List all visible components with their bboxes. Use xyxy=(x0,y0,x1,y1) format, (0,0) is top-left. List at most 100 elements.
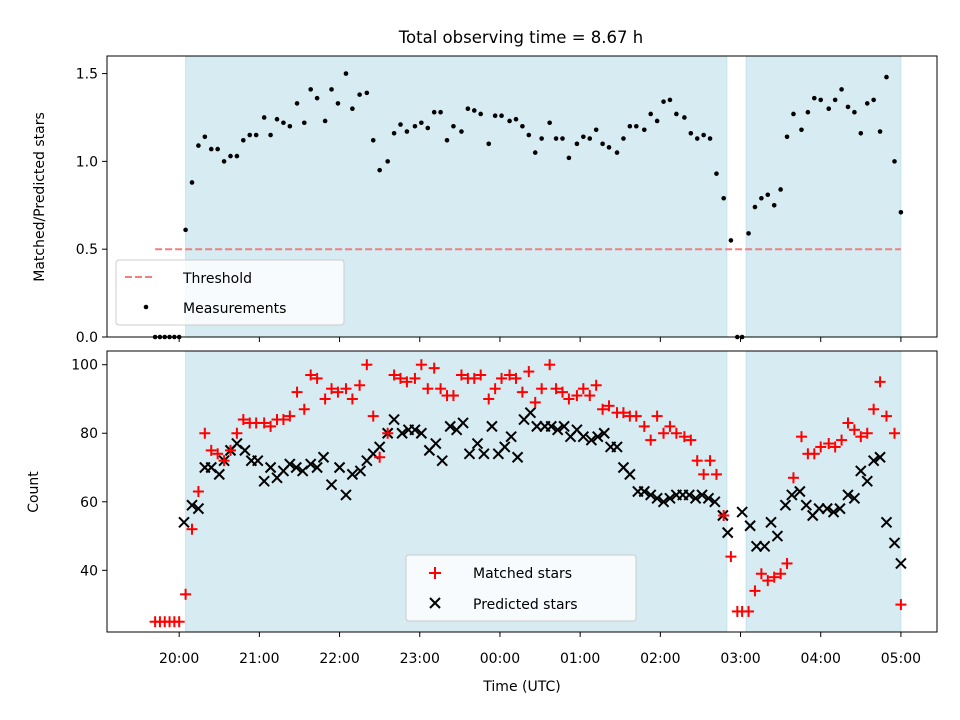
measurement-point xyxy=(486,141,492,147)
x-axis-label: Time (UTC) xyxy=(482,679,560,695)
matched-star-point xyxy=(224,444,236,456)
matched-star-point xyxy=(305,369,317,381)
x-tick-label: 00:00 xyxy=(480,651,520,667)
matched-star-point xyxy=(895,599,907,611)
measurement-point xyxy=(791,111,796,117)
predicted-star-point xyxy=(744,520,756,532)
matched-star-point xyxy=(415,359,427,371)
measurement-point xyxy=(364,90,370,96)
measurement-point xyxy=(746,231,751,236)
predicted-star-point xyxy=(895,557,907,570)
measurement-point xyxy=(398,122,403,127)
predicted-star-point xyxy=(505,430,517,443)
matched-star-point xyxy=(199,427,211,439)
matched-star-point xyxy=(361,359,373,371)
predicted-star-point xyxy=(317,451,330,463)
measurement-point xyxy=(799,127,804,133)
top-panel: 0.0 0.5 1.0 1.5 Matched/Predicted stars Thr… xyxy=(32,55,938,346)
predicted-star-point xyxy=(709,496,721,508)
predicted-star-point xyxy=(558,420,570,433)
measurement-point xyxy=(377,167,382,173)
matched-star-point xyxy=(617,407,629,419)
matched-star-point xyxy=(584,390,596,402)
matched-star-point xyxy=(173,616,185,628)
measurement-point xyxy=(832,97,838,103)
predicted-star-point xyxy=(696,489,708,501)
top-x-axis-ticks xyxy=(178,337,902,342)
measurement-point xyxy=(425,125,431,131)
matched-star-point xyxy=(571,390,583,402)
predicted-star-point xyxy=(346,468,359,481)
measurement-point xyxy=(845,104,851,110)
matched-star-point xyxy=(435,383,447,395)
predicted-star-point xyxy=(592,430,604,443)
measurement-point xyxy=(471,108,477,113)
measurement-point xyxy=(241,138,246,143)
matched-star-point xyxy=(710,468,722,480)
measurement-point xyxy=(221,159,227,164)
measurement-point xyxy=(553,136,559,141)
measurement-point xyxy=(431,109,437,115)
measurement-point xyxy=(294,101,300,106)
measurement-point xyxy=(274,116,280,122)
matched-star-point xyxy=(529,396,541,408)
top-y-tick-label: 0.0 xyxy=(76,330,98,346)
x-tick-label: 04:00 xyxy=(801,651,841,667)
predicted-star-point xyxy=(551,424,564,436)
measurement-point xyxy=(513,116,519,122)
top-legend: Threshold Measurements xyxy=(115,259,345,326)
matched-star-point xyxy=(823,438,835,450)
measurement-point xyxy=(478,111,484,117)
measurement-point xyxy=(247,132,253,138)
matched-star-point xyxy=(483,393,495,405)
measurement-point xyxy=(871,97,876,103)
bottom-y-tick-label: 80 xyxy=(80,426,98,442)
matched-star-point xyxy=(367,410,379,422)
measurement-point xyxy=(627,123,633,129)
observing-window-band xyxy=(745,350,902,633)
legend-matched-label: Matched stars xyxy=(473,566,572,582)
x-tick-label: 23:00 xyxy=(400,651,440,667)
bottom-y-tick-label: 60 xyxy=(80,495,98,511)
matched-star-point xyxy=(755,568,767,580)
matched-star-point xyxy=(590,379,602,391)
predicted-star-point xyxy=(861,475,873,487)
measurement-point xyxy=(600,141,605,147)
measurement-point xyxy=(560,136,565,141)
matched-star-point xyxy=(205,444,217,456)
matched-star-point xyxy=(836,434,848,446)
matched-star-point xyxy=(455,369,467,381)
predicted-star-point xyxy=(373,441,386,453)
x-tick-label: 03:00 xyxy=(720,651,760,667)
matched-star-point xyxy=(685,434,697,446)
matched-star-point xyxy=(510,372,522,384)
matched-star-point xyxy=(382,427,394,439)
predicted-star-point xyxy=(771,530,784,542)
top-y-axis-ticks: 0.0 0.5 1.0 1.5 xyxy=(76,67,107,346)
measurement-point xyxy=(805,109,811,115)
predicted-star-point xyxy=(545,420,557,433)
predicted-star-point xyxy=(415,427,428,439)
measurement-point xyxy=(752,204,758,210)
bottom-y-axis-ticks: 40 60 80 100 xyxy=(71,358,107,579)
measurement-point xyxy=(621,136,626,141)
measurement-point xyxy=(183,227,188,233)
predicted-star-point xyxy=(436,454,448,467)
predicted-star-point xyxy=(290,461,302,474)
matched-star-point xyxy=(422,383,434,395)
measurement-point xyxy=(370,138,376,143)
predicted-star-point xyxy=(624,468,636,481)
predicted-star-point xyxy=(192,502,205,515)
x-tick-label: 05:00 xyxy=(881,651,921,667)
matched-star-point xyxy=(265,420,277,432)
matched-star-point xyxy=(523,366,535,378)
predicted-star-point xyxy=(252,454,264,467)
matched-star-point xyxy=(638,420,650,432)
measurement-point xyxy=(329,87,334,92)
measurement-point xyxy=(707,136,713,141)
matched-star-point xyxy=(842,417,854,429)
predicted-star-point xyxy=(430,437,442,450)
measurement-point xyxy=(581,134,586,140)
measurement-point xyxy=(778,187,783,192)
matched-star-point xyxy=(651,410,663,422)
